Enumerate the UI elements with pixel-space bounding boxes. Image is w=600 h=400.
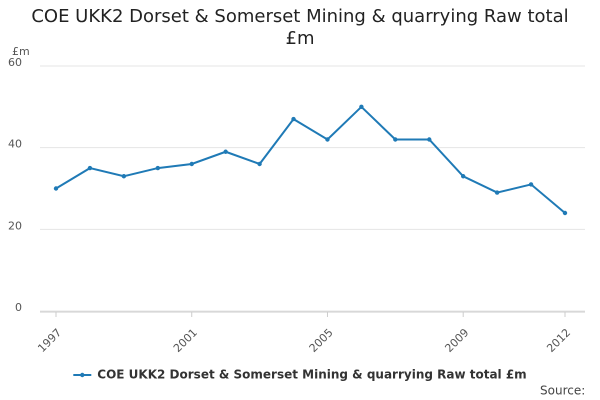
point: [461, 174, 466, 179]
x-tick-label: 2009: [442, 326, 471, 355]
y-tick-label: 0: [15, 301, 22, 314]
chart-title: COE UKK2 Dorset & Somerset Mining & quar…: [31, 6, 569, 49]
x-tick-label: 1997: [35, 326, 64, 355]
point: [53, 186, 59, 191]
point: [494, 190, 500, 195]
series-line: [55, 105, 566, 214]
point: [359, 104, 364, 110]
point: [528, 182, 534, 187]
legend-label: COE UKK2 Dorset & Somerset Mining & quar…: [97, 368, 526, 382]
x-tick-label: 2012: [544, 326, 573, 355]
point: [121, 174, 127, 179]
point: [189, 161, 194, 167]
point: [427, 137, 432, 142]
x-tick-label: 2001: [171, 326, 200, 355]
point: [325, 137, 330, 142]
x-tick-label: 2005: [307, 326, 336, 355]
point: [562, 210, 568, 216]
point: [393, 137, 398, 142]
y-axis-label: £m: [12, 45, 30, 58]
point: [257, 161, 262, 167]
point: [291, 116, 296, 122]
legend-marker: [80, 372, 85, 378]
y-tick-label: 60: [8, 56, 22, 69]
y-tick-label: 20: [8, 219, 22, 232]
y-tick-label: 40: [8, 138, 22, 151]
point: [155, 165, 160, 171]
source: Source:: [540, 384, 585, 398]
point: [87, 165, 93, 171]
point: [223, 149, 228, 154]
